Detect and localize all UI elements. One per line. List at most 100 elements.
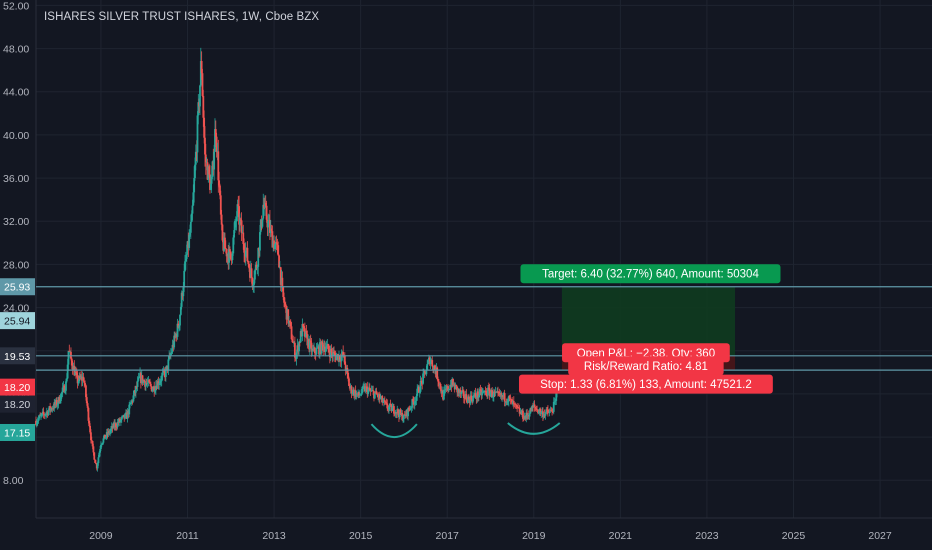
candle-body xyxy=(55,399,58,406)
position-labels[interactable]: Target: 6.40 (32.77%) 640, Amount: 50304… xyxy=(518,264,781,394)
candle-body xyxy=(385,402,388,404)
candle-body xyxy=(83,380,86,384)
y-tick-label: 32.00 xyxy=(3,216,29,228)
candle-body xyxy=(269,220,271,233)
candle-body xyxy=(488,388,491,397)
candle-body xyxy=(516,405,519,408)
y-axis: 8.0012.0016.0020.0024.0028.0032.0036.004… xyxy=(0,0,35,487)
candle-body xyxy=(539,408,542,414)
candle-body xyxy=(393,406,395,414)
candle-body xyxy=(282,286,285,298)
candle-body xyxy=(425,369,428,375)
price-tag-text: 25.94 xyxy=(4,316,30,328)
candle-body xyxy=(506,401,509,403)
candle-body xyxy=(115,426,118,428)
candle-body xyxy=(194,164,196,179)
candle-body xyxy=(465,394,468,401)
candle-body xyxy=(149,382,151,384)
target-label-bg[interactable] xyxy=(520,264,781,284)
y-tick-label: 8.00 xyxy=(3,475,24,487)
stop-label-bg[interactable] xyxy=(518,374,773,394)
candle-body xyxy=(431,360,434,367)
candle-body xyxy=(259,232,261,251)
candle-body xyxy=(265,205,268,220)
candle-body xyxy=(88,420,91,426)
candle-body xyxy=(38,415,41,419)
price-tag-text: 17.15 xyxy=(4,427,30,439)
candle-body xyxy=(208,166,211,175)
candle-body xyxy=(378,394,381,399)
candle-body xyxy=(215,136,218,153)
candle-body xyxy=(537,409,539,413)
candle-body xyxy=(515,404,518,406)
candle-body xyxy=(415,395,418,401)
candle-body xyxy=(85,397,88,404)
pattern-arc-1[interactable] xyxy=(370,423,418,439)
candle-body xyxy=(124,413,126,419)
candle-body xyxy=(148,380,151,383)
candle-body xyxy=(60,393,62,401)
candle-body xyxy=(170,351,173,354)
candle-body xyxy=(237,204,240,207)
candle-body xyxy=(418,391,421,393)
candle-body xyxy=(151,389,154,392)
candle-body xyxy=(518,408,521,414)
x-tick-label: 2017 xyxy=(436,530,460,542)
candle-body xyxy=(189,232,191,235)
candle-body xyxy=(75,372,78,376)
candle-body xyxy=(252,284,255,287)
risk-reward-label[interactable]: Risk/Reward Ratio: 4.81 xyxy=(568,356,724,376)
candle-body xyxy=(193,178,196,193)
risk-reward-label-bg[interactable] xyxy=(568,356,724,376)
candle-body xyxy=(120,417,123,420)
candle-body xyxy=(199,85,201,107)
candle-body xyxy=(74,371,77,376)
candle-body xyxy=(67,350,70,365)
candle-body xyxy=(283,297,285,303)
candle-body xyxy=(325,345,328,349)
candle-body xyxy=(422,373,424,384)
candle-body xyxy=(443,389,446,391)
candle-body xyxy=(289,322,292,327)
candle-body xyxy=(94,459,97,463)
candle-body xyxy=(463,398,466,399)
candle-body xyxy=(110,428,112,432)
price-tag-25-94: 25.94 xyxy=(0,312,35,330)
candle-body xyxy=(184,258,187,262)
x-tick-label: 2023 xyxy=(695,530,719,542)
pattern-arcs[interactable] xyxy=(370,422,561,439)
candle-body xyxy=(277,245,280,256)
candle-body xyxy=(358,391,360,396)
candle-body xyxy=(132,395,135,402)
pattern-arc-2[interactable] xyxy=(507,422,561,435)
candle-body xyxy=(281,277,284,287)
candle-body xyxy=(95,462,97,464)
candle-body xyxy=(509,398,512,400)
candle-body xyxy=(236,204,239,218)
candle-body xyxy=(301,323,304,337)
price-tag-bg xyxy=(0,347,35,365)
candle-body xyxy=(467,396,469,403)
y-tick-label: 36.00 xyxy=(3,173,29,185)
candle-body xyxy=(239,219,242,221)
candle-body xyxy=(492,391,495,397)
horizontal-lines[interactable] xyxy=(36,286,932,371)
candle-body xyxy=(253,279,255,285)
candle-body xyxy=(427,360,429,365)
x-tick-label: 2025 xyxy=(782,530,806,542)
x-tick-label: 2021 xyxy=(609,530,633,542)
candle-body xyxy=(53,402,56,409)
candle-body xyxy=(429,361,432,365)
candle-body xyxy=(291,339,294,343)
candle-body xyxy=(555,393,558,401)
candle-body xyxy=(303,326,305,329)
stop-label[interactable]: Stop: 1.33 (6.81%) 133, Amount: 47521.2 xyxy=(518,374,773,394)
candle-body xyxy=(219,185,221,196)
candle-body xyxy=(507,396,510,402)
target-label[interactable]: Target: 6.40 (32.77%) 640, Amount: 50304 xyxy=(520,264,781,284)
candle-body xyxy=(552,411,554,413)
candle-body xyxy=(120,419,122,422)
candle-body xyxy=(299,330,302,343)
candle-body xyxy=(36,420,39,423)
